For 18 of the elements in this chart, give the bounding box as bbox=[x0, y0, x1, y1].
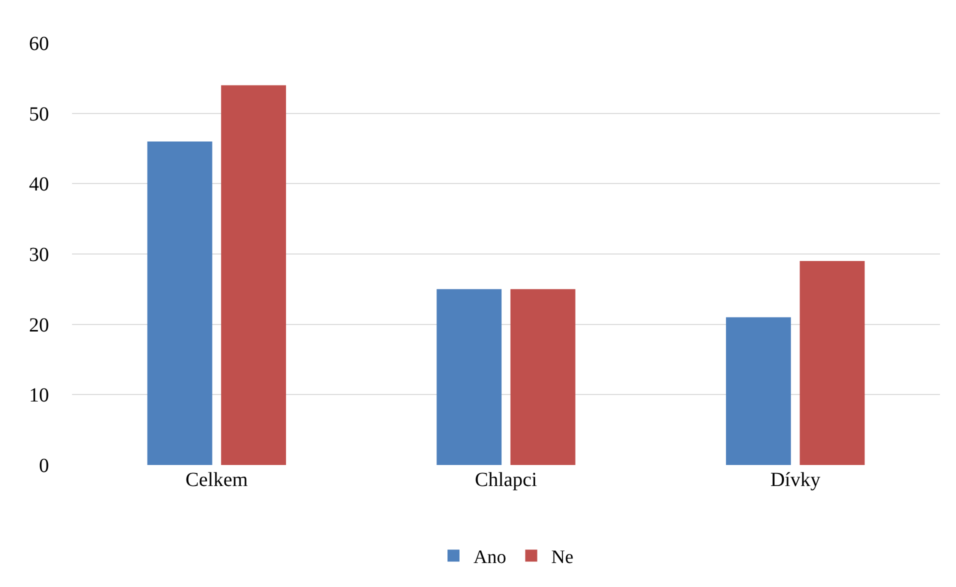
y-tick-label: 20 bbox=[29, 314, 49, 336]
y-tick-label: 60 bbox=[29, 33, 49, 55]
legend-label: Ano bbox=[474, 547, 506, 568]
y-tick-label: 50 bbox=[29, 103, 49, 126]
bar bbox=[147, 141, 212, 465]
bar bbox=[221, 85, 286, 465]
y-tick-label: 40 bbox=[29, 174, 49, 196]
x-tick-label: Celkem bbox=[186, 469, 248, 491]
y-tick-label: 30 bbox=[29, 244, 49, 266]
bar bbox=[726, 317, 791, 465]
x-tick-label: Dívky bbox=[770, 469, 820, 491]
bar bbox=[510, 289, 576, 465]
bar bbox=[800, 261, 865, 465]
legend-label: Ne bbox=[551, 547, 574, 568]
y-tick-label: 10 bbox=[29, 384, 49, 407]
y-tick-label: 0 bbox=[39, 455, 49, 477]
bar bbox=[436, 289, 502, 465]
x-tick-label: Chlapci bbox=[474, 469, 538, 491]
